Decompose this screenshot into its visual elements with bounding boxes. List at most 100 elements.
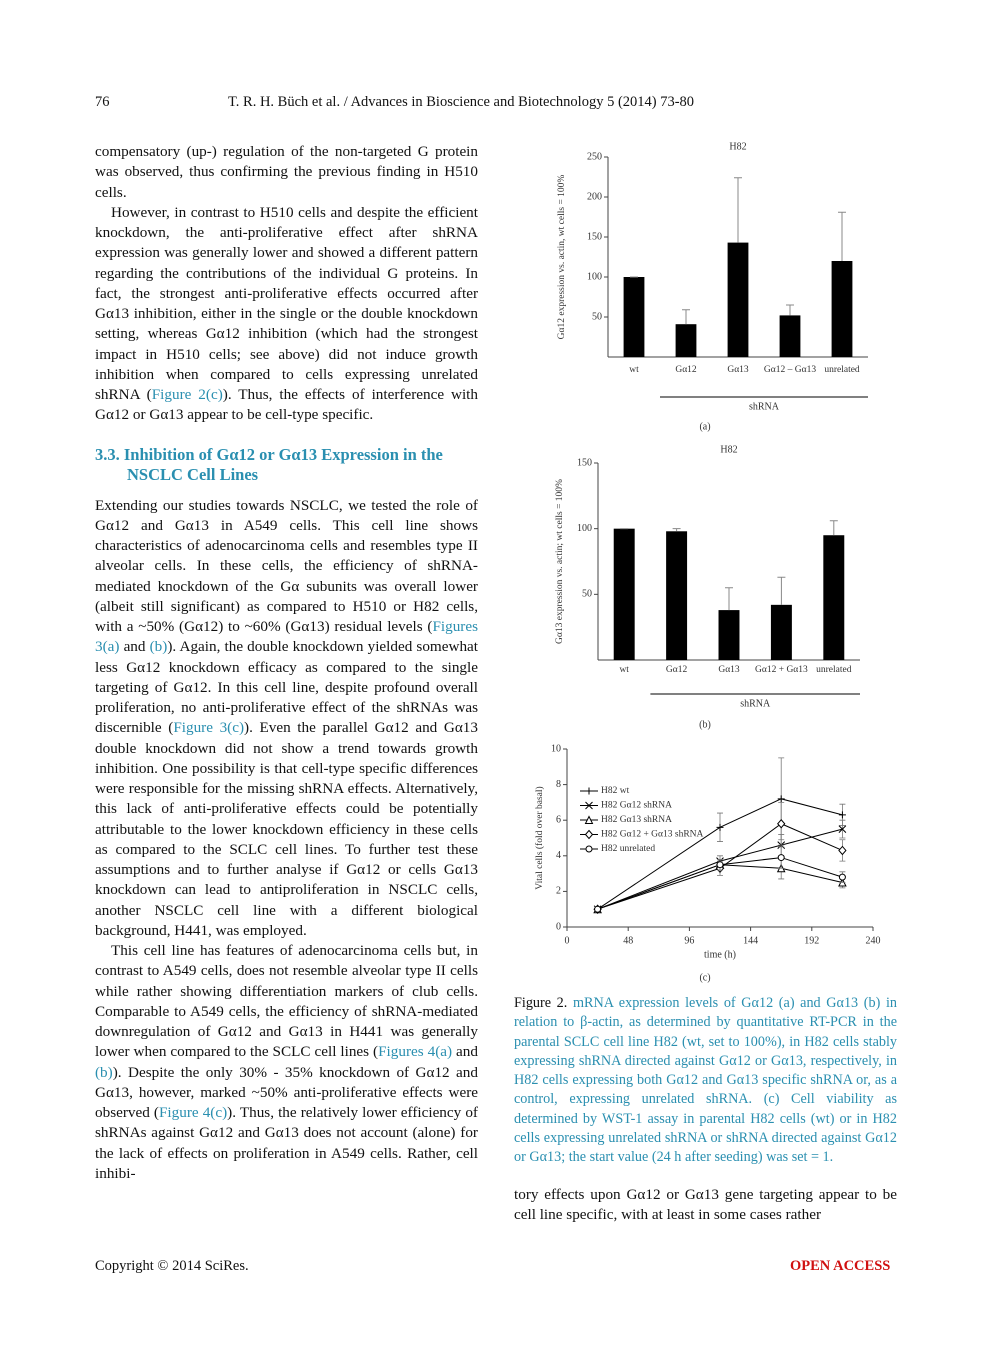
error-bar <box>829 520 838 536</box>
marker <box>838 811 846 819</box>
text-run: ). Thus, the effects of interference wit… <box>95 386 478 424</box>
reference-link[interactable]: (b) <box>95 1063 113 1081</box>
paragraph: compensatory (up-) regulation of the non… <box>95 143 478 201</box>
marker <box>838 825 847 833</box>
y-axis-title: Vital cells (fold over basal) <box>534 786 545 889</box>
paragraph: However, in contrast to H510 cells and d… <box>95 203 478 426</box>
x-tick-label: Gα12 <box>666 665 688 675</box>
bar <box>831 261 853 357</box>
error-bar <box>725 587 733 611</box>
x-tick-label: Gα13 <box>718 665 740 675</box>
error-bar <box>682 309 690 325</box>
bar <box>666 531 688 660</box>
marker <box>777 795 785 803</box>
reference-link[interactable]: Figure 3(c) <box>173 719 245 737</box>
marker <box>777 854 785 862</box>
bar <box>823 535 845 660</box>
y-tick-label: 50 <box>582 589 592 600</box>
marker <box>716 823 724 831</box>
y-tick-label: 100 <box>587 271 602 282</box>
error-bar <box>777 576 786 605</box>
paragraph: Extending our studies towards NSCLC, we … <box>95 496 478 942</box>
text-run: ). Despite the only 30% - 35% knockdown … <box>95 1063 478 1122</box>
y-tick-label: 50 <box>592 311 602 322</box>
y-tick-label: 4 <box>556 850 561 861</box>
x-axis-title: time (h) <box>704 949 736 960</box>
panel-label: (a) <box>699 421 710 432</box>
x-tick-label: 192 <box>804 935 819 946</box>
x-tick-label: 144 <box>743 935 758 946</box>
copyright: Copyright © 2014 SciRes. <box>95 1258 249 1274</box>
chart-title: H82 <box>729 141 746 152</box>
x-tick-label: 96 <box>684 935 694 946</box>
panel-label: (b) <box>699 719 711 730</box>
reference-link[interactable]: (b) <box>149 638 168 656</box>
text-run: and <box>452 1043 478 1061</box>
y-tick-label: 6 <box>556 814 561 825</box>
text-run: This cell line has features of adenocarc… <box>95 942 478 1061</box>
reference-link[interactable]: Figures 4(a) <box>378 1043 453 1061</box>
bar <box>770 604 792 660</box>
y-tick-label: 150 <box>577 457 592 468</box>
text-run: Extending our studies towards NSCLC, we … <box>95 496 478 636</box>
marker <box>594 905 602 913</box>
marker <box>838 873 846 881</box>
x-tick-label: Gα12 + Gα13 <box>755 665 808 675</box>
legend-label: H82 Gα13 shRNA <box>601 815 672 825</box>
marker <box>585 787 593 795</box>
y-tick-label: 150 <box>587 231 602 242</box>
y-tick-label: 8 <box>556 779 561 790</box>
x-axis-title: shRNA <box>740 698 771 709</box>
figure-caption: Figure 2. mRNA expression levels of Gα12… <box>514 994 897 1168</box>
series-line <box>597 857 843 910</box>
chart-title: H82 <box>720 444 737 455</box>
legend-label: H82 unrelated <box>601 844 655 854</box>
y-tick-label: 200 <box>587 191 602 202</box>
paragraph: tory effects upon Gα12 or Gα13 gene targ… <box>514 1186 897 1224</box>
reference-link[interactable]: Figure 4(c) <box>158 1104 228 1121</box>
marker <box>777 819 786 829</box>
text-run: Figure 2. <box>514 995 568 1011</box>
x-tick-label: unrelated <box>816 665 852 675</box>
series-line <box>597 823 843 910</box>
text-run: and <box>119 638 150 656</box>
page-number: 76 <box>95 94 110 110</box>
y-axis-title: Gα13 expression vs. actin; wt cells = 10… <box>555 479 565 644</box>
y-tick-label: 0 <box>556 921 561 932</box>
error-bar <box>786 304 794 316</box>
bar <box>718 610 740 660</box>
reference-link[interactable]: mRNA expression levels of Gα12 (a) and G… <box>514 995 898 1166</box>
y-tick-label: 250 <box>587 151 602 162</box>
running-header: T. R. H. Büch et al. / Advances in Biosc… <box>228 94 695 110</box>
x-tick-label: Gα13 <box>727 365 749 375</box>
legend-label: H82 Gα12 + Gα13 shRNA <box>601 830 704 840</box>
y-axis-title: Gα12 expression vs. actin, wt cells = 10… <box>557 175 567 340</box>
x-axis-title: shRNA <box>749 401 780 412</box>
series-line <box>597 798 843 910</box>
right-column: tory effects upon Gα12 or Gα13 gene targ… <box>514 1185 897 1226</box>
open-access: OPEN ACCESS <box>790 1258 891 1274</box>
marker <box>838 845 847 856</box>
error-bar <box>734 177 742 243</box>
marker <box>584 815 594 824</box>
reference-link[interactable]: Figures 3(a) <box>95 618 478 656</box>
x-tick-label: 48 <box>623 935 633 946</box>
left-column: compensatory (up-) regulation of the non… <box>95 142 478 1184</box>
text-run: ). Even the parallel Gα12 and Gα13 doubl… <box>95 719 478 939</box>
x-tick-label: wt <box>619 665 629 675</box>
panel-label: (c) <box>699 972 710 983</box>
caption-text: Figure 2. mRNA expression levels of Gα12… <box>514 994 897 1168</box>
legend-label: H82 wt <box>601 786 630 796</box>
reference-link[interactable]: Figure 2(c) <box>151 386 223 403</box>
x-tick-label: 0 <box>565 935 570 946</box>
bar <box>675 324 697 357</box>
marker <box>585 845 593 853</box>
marker <box>716 861 724 869</box>
marker <box>585 801 593 810</box>
y-tick-label: 10 <box>551 743 561 754</box>
text-run: However, in contrast to H510 cells and d… <box>95 203 478 403</box>
text-run: ). Thus, the relatively lower efficiency… <box>95 1104 478 1182</box>
x-tick-label: 240 <box>866 935 881 946</box>
